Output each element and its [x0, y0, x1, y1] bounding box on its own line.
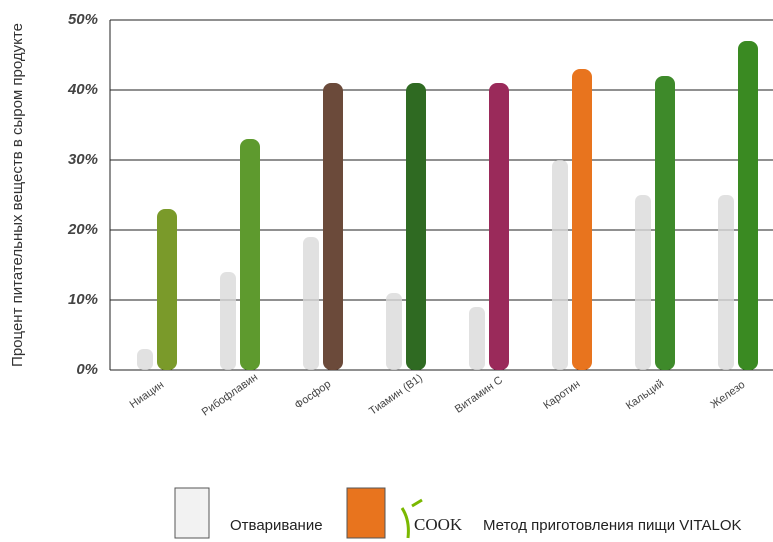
x-tick-label: Кальций [624, 378, 666, 413]
legend-swatch-boiled [175, 488, 209, 538]
x-tick-label: Ниацин [128, 379, 167, 411]
x-tick-label: Тиамин (B1) [367, 372, 425, 417]
y-tick-label: 0% [76, 361, 98, 378]
bar-boiled [718, 195, 734, 370]
x-tick-label: Железо [708, 379, 747, 411]
bar-boiled [469, 307, 485, 370]
bar-vitalok [323, 83, 343, 370]
bar-boiled [386, 293, 402, 370]
bar-boiled [137, 349, 153, 370]
bar-boiled [303, 237, 319, 370]
legend-label: Отваривание [230, 517, 323, 534]
x-tick-label: Витамин С [453, 374, 505, 416]
bar-boiled [635, 195, 651, 370]
legend-swatch-vitalok [347, 488, 385, 538]
x-tick-label: Каротин [541, 378, 582, 412]
bar-vitalok [738, 41, 758, 370]
bar-boiled [552, 160, 568, 370]
bar-vitalok [406, 83, 426, 370]
bar-boiled [220, 272, 236, 370]
bar-vitalok [240, 139, 260, 370]
bar-vitalok [655, 76, 675, 370]
y-axis-title: Процент питательных веществ в сыром прод… [9, 23, 26, 367]
bar-vitalok [157, 209, 177, 370]
chart: Процент питательных веществ в сыром прод… [0, 0, 773, 542]
y-tick-label: 40% [67, 81, 98, 98]
logo-text: COOK [414, 515, 463, 534]
y-tick-label: 50% [68, 11, 98, 28]
legend-label: Метод приготовления пищи VITALOK [483, 517, 742, 534]
y-tick-label: 10% [68, 291, 98, 308]
bar-vitalok [489, 83, 509, 370]
x-tick-label: Фосфор [293, 378, 334, 412]
bar-vitalok [572, 69, 592, 370]
y-tick-label: 20% [67, 221, 98, 238]
x-tick-label: Рибофлавин [200, 371, 260, 418]
y-tick-label: 30% [68, 151, 98, 168]
